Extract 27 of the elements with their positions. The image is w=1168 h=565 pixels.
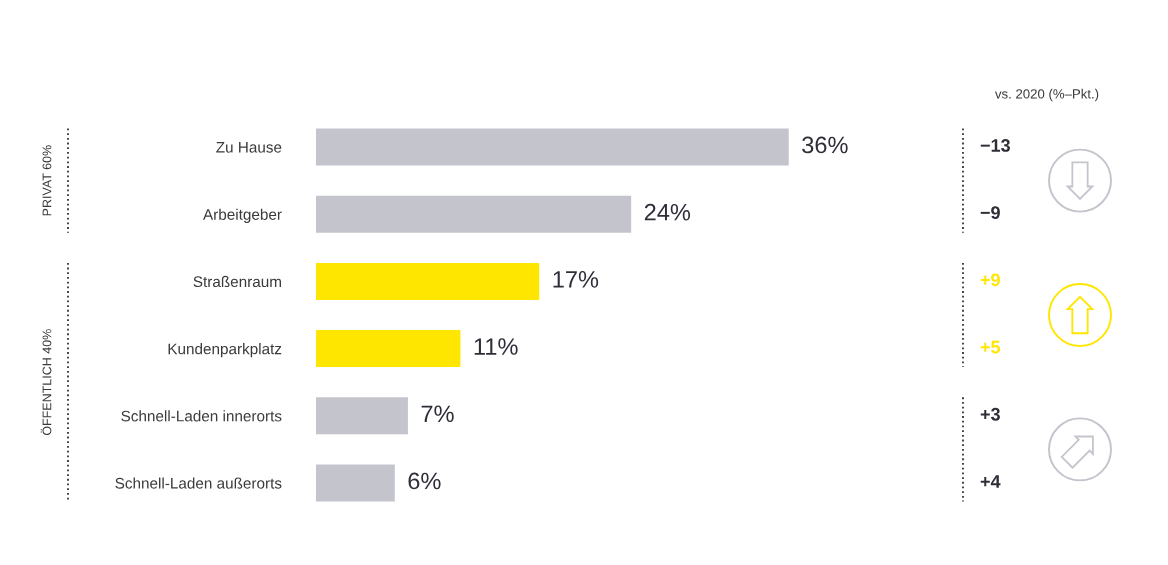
data-label: 7% [421,405,454,423]
data-label: 24% [644,203,691,221]
text: −13 [980,139,1010,152]
text: +9 [980,273,1000,287]
y-tick-label: Zu Hause [216,142,282,153]
data-label: 6% [408,472,441,490]
bar [316,128,789,166]
y-tick-label: Schnell-Laden außerorts [115,477,282,489]
bar [316,397,408,435]
y-tick-label: Straßenraum [193,275,281,288]
text: +4 [980,475,1001,488]
bar [316,330,461,368]
data-label: 36% [802,136,848,154]
y-tick-label: Kundenparkplatz [168,343,282,358]
text: +5 [980,340,1001,354]
bar [316,262,540,300]
y-tick-label: Arbeitgeber [203,208,282,223]
text: PRIVAT 60% [42,145,52,216]
text: −9 [980,206,1000,220]
bar [316,464,395,502]
text: vs. 2020 (%–Pkt.) [994,88,1099,102]
bar [316,195,632,233]
data-label: 11% [474,338,518,355]
text: +3 [980,407,1000,421]
y-tick-label: Schnell-Laden innerorts [121,410,282,422]
text: ÖFFENTLICH 40% [40,329,52,436]
data-label: 17% [553,271,599,288]
